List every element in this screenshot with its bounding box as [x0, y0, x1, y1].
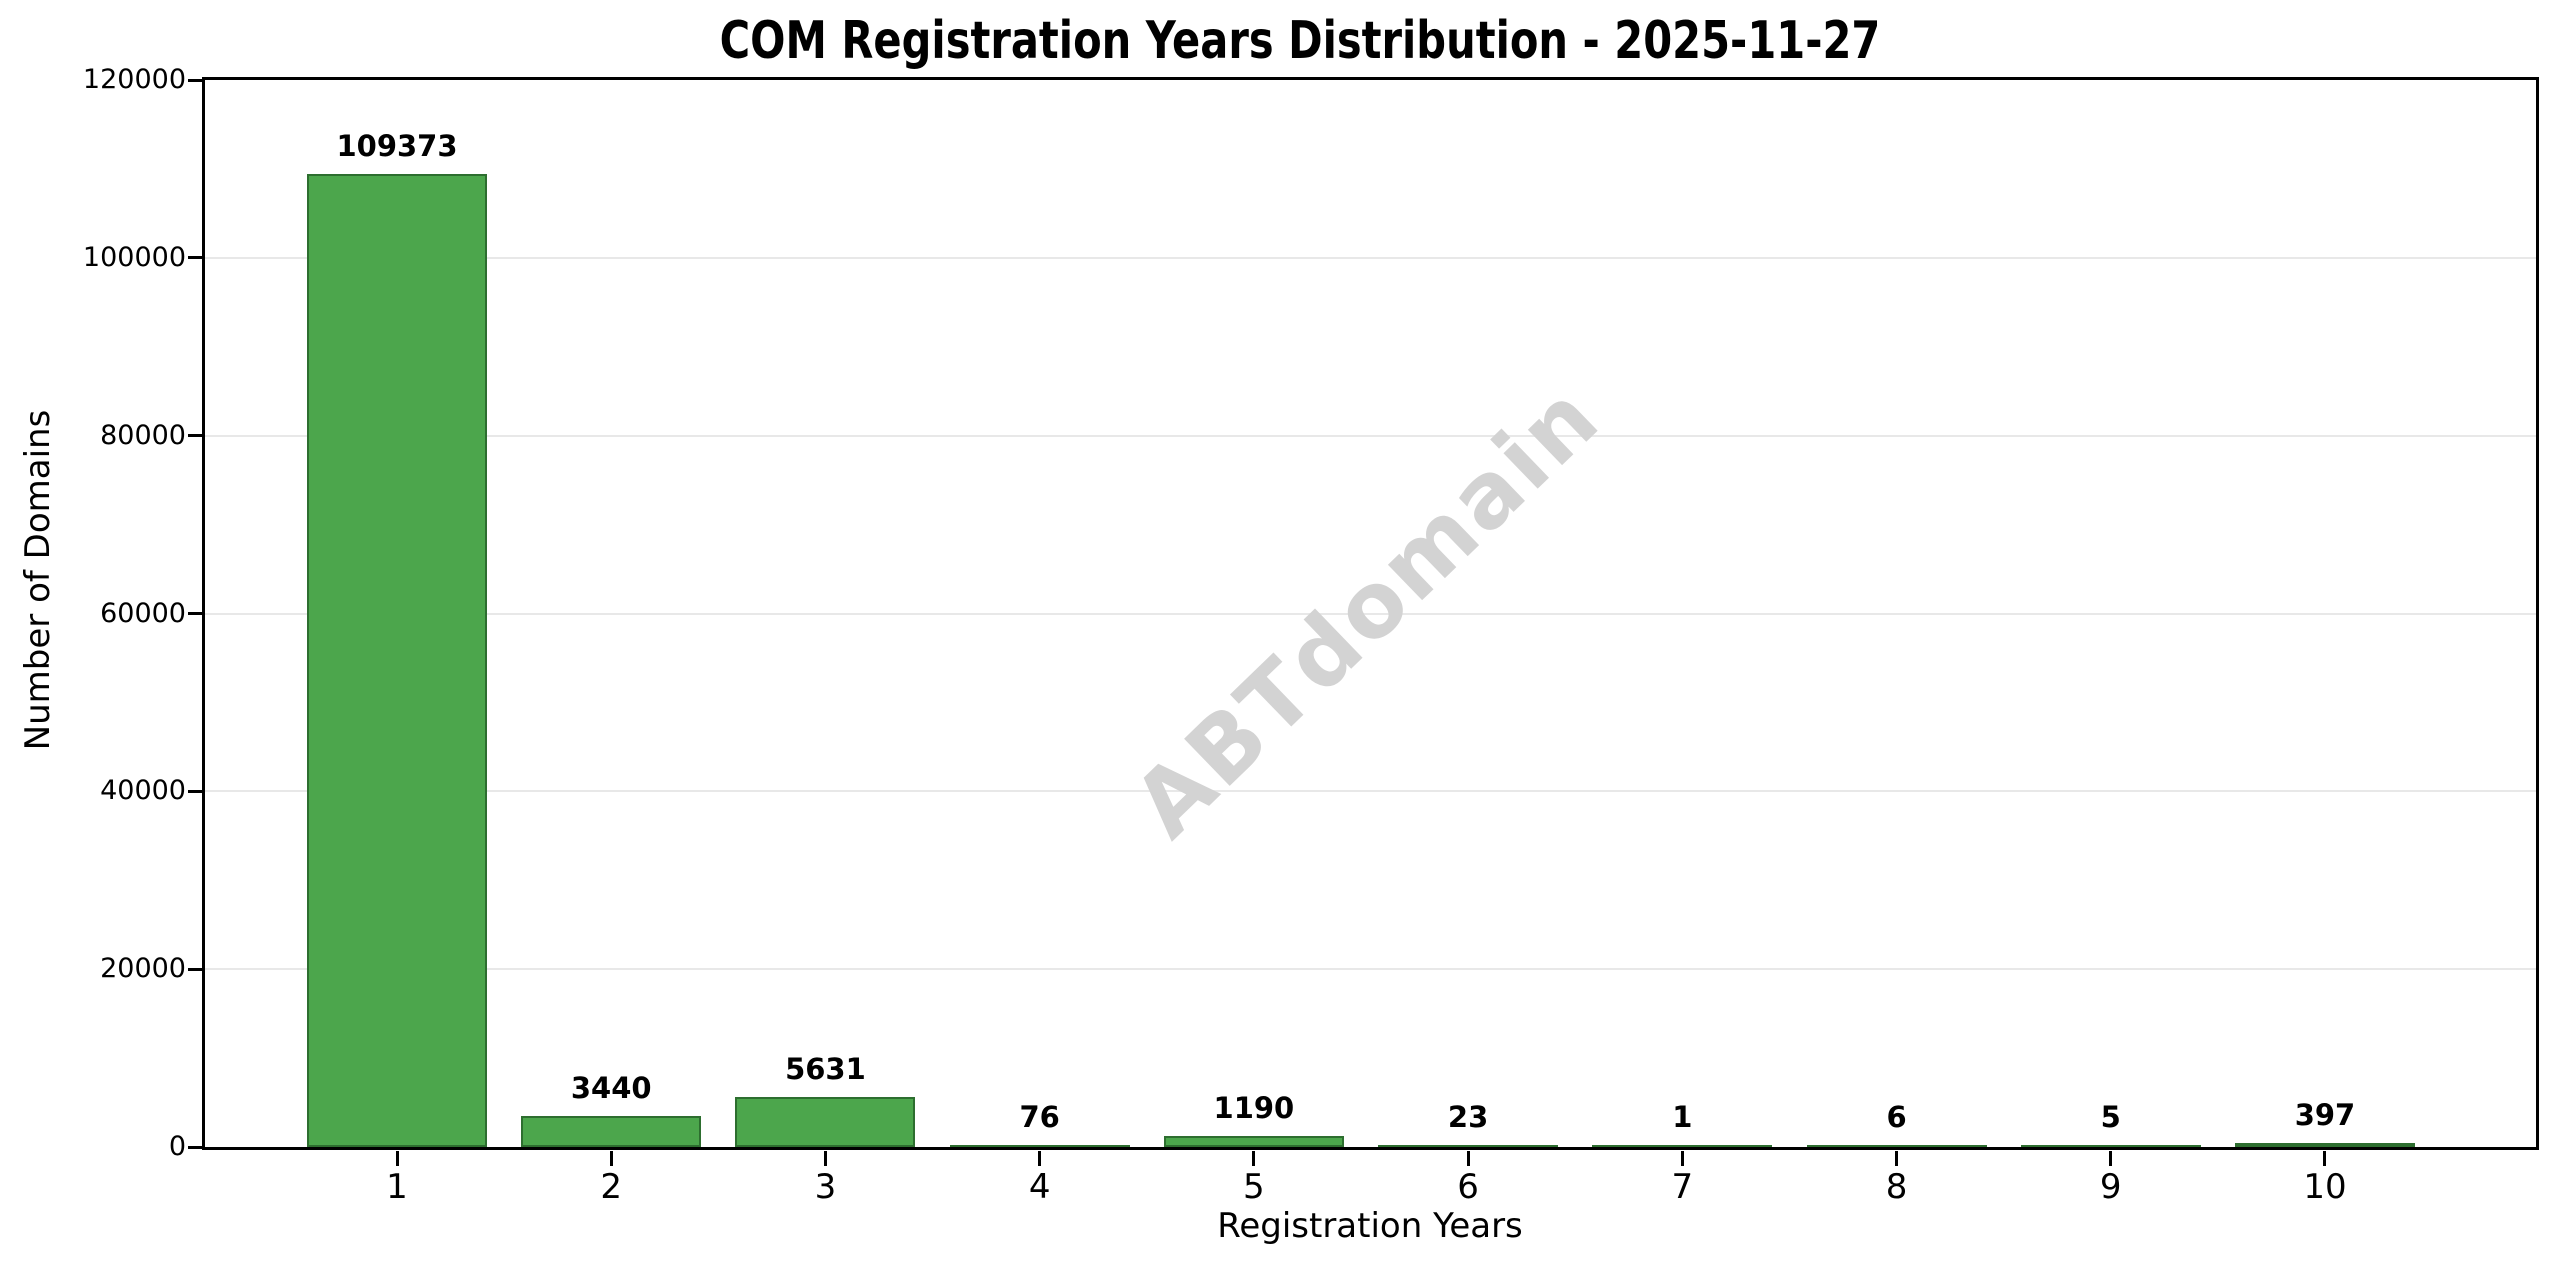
- gridline: [205, 968, 2536, 971]
- chart-title-wrap: COM Registration Years Distribution - 20…: [575, 11, 2026, 72]
- x-tick-label: 8: [1885, 1167, 1908, 1207]
- bar: [307, 174, 487, 1147]
- gridline: [205, 256, 2536, 259]
- bar: [1806, 1145, 1987, 1147]
- bar-value-label: 5: [2100, 1100, 2121, 1134]
- y-tick: [188, 789, 202, 793]
- y-tick-label: 60000: [100, 597, 186, 629]
- y-tick-label: 120000: [82, 64, 186, 95]
- bar: [1378, 1145, 1559, 1147]
- x-tick-label: 1: [386, 1167, 408, 1207]
- bar: [1163, 1136, 1344, 1147]
- x-tick: [609, 1151, 613, 1166]
- bar-value-label: 3440: [570, 1071, 652, 1105]
- bar-value-label: 1190: [1213, 1091, 1295, 1125]
- bar: [2234, 1143, 2415, 1147]
- gridline: [205, 612, 2536, 615]
- y-tick: [188, 434, 202, 438]
- gridline: [205, 790, 2536, 793]
- y-tick-label: 20000: [100, 953, 186, 985]
- bar-value-label: 23: [1447, 1100, 1489, 1134]
- y-tick-label: 0: [168, 1131, 186, 1162]
- x-tick-label: 2: [600, 1167, 623, 1207]
- bar-value-label: 1: [1672, 1100, 1693, 1134]
- x-tick: [1038, 1151, 1042, 1166]
- x-tick-label: 3: [814, 1167, 837, 1207]
- x-tick: [823, 1151, 827, 1166]
- x-tick: [2323, 1151, 2327, 1166]
- x-axis-label: Registration Years: [1217, 1206, 1523, 1246]
- y-tick: [188, 256, 202, 260]
- bar: [2020, 1145, 2201, 1147]
- x-tick-label: 4: [1028, 1167, 1051, 1207]
- y-axis-label: Number of Domains: [18, 409, 58, 751]
- gridline: [205, 434, 2536, 437]
- bar: [949, 1145, 1130, 1147]
- x-tick: [1680, 1151, 1684, 1166]
- bar-value-label: 397: [2294, 1098, 2356, 1132]
- y-tick: [188, 967, 202, 971]
- x-tick-label: 10: [2303, 1167, 2347, 1207]
- bar-value-label: 109373: [336, 129, 458, 163]
- x-tick-label: 5: [1243, 1167, 1265, 1207]
- y-tick: [188, 612, 202, 615]
- y-tick: [188, 78, 202, 82]
- x-tick-label: 6: [1457, 1167, 1479, 1207]
- plot-inner: 109373 3440 5631 76 1190 23 1 6 5 397: [205, 80, 2536, 1147]
- x-tick-label: 7: [1671, 1167, 1694, 1207]
- y-tick: [188, 1145, 202, 1149]
- bar-value-label: 6: [1886, 1100, 1907, 1134]
- bar: [735, 1097, 916, 1147]
- x-tick: [1252, 1151, 1256, 1166]
- x-tick: [1895, 1151, 1899, 1166]
- chart-title: COM Registration Years Distribution - 20…: [719, 11, 1881, 71]
- x-tick: [395, 1151, 399, 1166]
- x-tick-label: 9: [2099, 1167, 2122, 1207]
- x-tick: [2109, 1151, 2113, 1166]
- bar: [521, 1116, 702, 1147]
- x-tick: [1466, 1151, 1470, 1166]
- bar-value-label: 5631: [785, 1052, 866, 1086]
- y-tick-label: 100000: [82, 241, 186, 273]
- bar: [1592, 1145, 1773, 1147]
- bar-value-label: 76: [1019, 1100, 1060, 1134]
- y-tick-label: 40000: [100, 775, 186, 807]
- y-tick-label: 80000: [100, 419, 186, 451]
- plot-area: 109373 3440 5631 76 1190 23 1 6 5 397: [202, 77, 2539, 1150]
